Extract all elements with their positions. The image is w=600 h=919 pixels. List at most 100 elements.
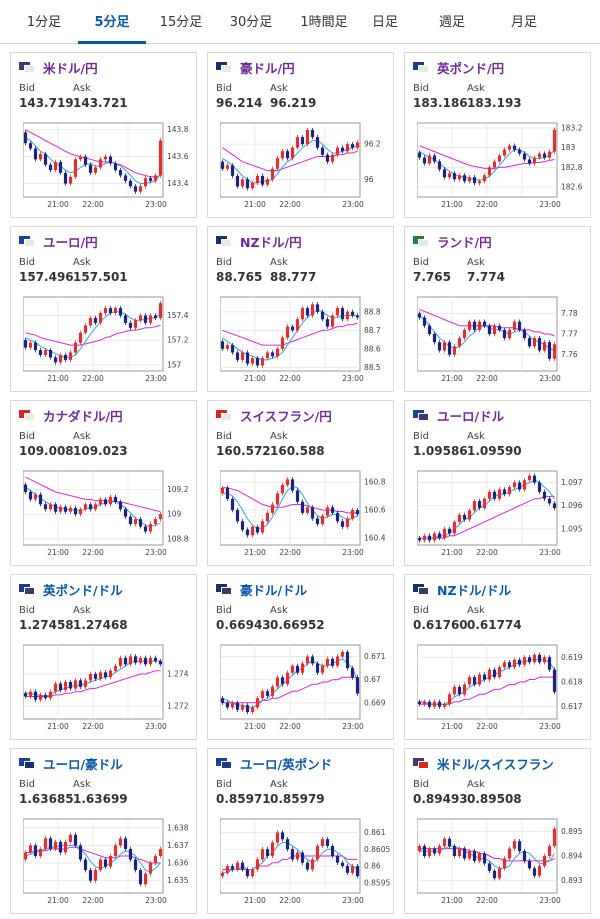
rate-card[interactable]: ユーロ/英ポンド Bid Ask 0.85971 0.85979 0.8595 0.86 0.… bbox=[207, 748, 394, 914]
candlestick-chart[interactable]: 0.8595 0.86 0.8605 0.861 21:00 22:00 23:00 bbox=[220, 817, 390, 909]
bid-value: 1.09586 bbox=[413, 444, 468, 458]
pair-name[interactable]: ユーロ/ドル bbox=[437, 408, 505, 424]
tab-5min[interactable]: 5分足 bbox=[78, 0, 146, 44]
pair-name[interactable]: 豪ドル/円 bbox=[240, 60, 295, 76]
pair-header[interactable]: ユーロ/英ポンド bbox=[216, 754, 332, 772]
tab-30min[interactable]: 30分足 bbox=[229, 15, 273, 30]
pair-header[interactable]: 米ドル/円 bbox=[19, 58, 98, 76]
tab-15min[interactable]: 15分足 bbox=[159, 15, 203, 30]
candlestick-chart[interactable]: 0.669 0.67 0.671 21:00 22:00 23:00 bbox=[220, 643, 390, 735]
pair-name[interactable]: 米ドル/スイスフラン bbox=[437, 756, 554, 772]
pair-name[interactable]: ユーロ/英ポンド bbox=[240, 756, 333, 772]
candlestick-chart[interactable]: 96 96.2 21:00 22:00 23:00 bbox=[220, 121, 390, 213]
candle-body bbox=[63, 506, 68, 512]
candle-body bbox=[235, 175, 240, 187]
tab-weekly[interactable]: 週足 bbox=[438, 15, 465, 30]
x-tick-label: 22:00 bbox=[476, 200, 498, 209]
candle-body bbox=[335, 856, 340, 863]
rate-card[interactable]: カナダドル/円 Bid Ask 109.008 109.023 108.8 109 109.2… bbox=[10, 400, 197, 566]
candle-body bbox=[345, 144, 350, 152]
candlestick-chart[interactable]: 88.5 88.6 88.7 88.8 21:00 22:00 23:00 bbox=[220, 295, 390, 387]
candle-body bbox=[355, 510, 360, 515]
pair-header[interactable]: 英ポンド/ドル bbox=[19, 580, 123, 598]
candle-body bbox=[225, 165, 230, 169]
pair-name[interactable]: 英ポンド/ドル bbox=[43, 582, 123, 598]
pair-name[interactable]: ユーロ/豪ドル bbox=[43, 756, 123, 772]
candlestick-chart[interactable]: 0.617 0.618 0.619 21:00 22:00 23:00 bbox=[417, 643, 587, 735]
candle-body bbox=[265, 512, 270, 522]
rate-card[interactable]: 豪ドル/ドル Bid Ask 0.66943 0.66952 0.669 0.67 0.671… bbox=[207, 574, 394, 740]
pair-name[interactable]: 英ポンド/円 bbox=[437, 60, 505, 76]
pair-name[interactable]: 米ドル/円 bbox=[43, 60, 98, 76]
pair-header[interactable]: 英ポンド/円 bbox=[413, 58, 504, 76]
bid-label: Bid bbox=[19, 257, 35, 268]
candlestick-chart[interactable]: 0.893 0.894 0.895 21:00 22:00 23:00 bbox=[417, 817, 587, 909]
rate-card[interactable]: 米ドル/円 Bid Ask 143.719 143.721 143.4 143.6 143.8… bbox=[10, 52, 197, 218]
pair-header[interactable]: 豪ドル/ドル bbox=[216, 580, 307, 598]
rate-card[interactable]: ユーロ/豪ドル Bid Ask 1.63685 1.63699 1.635 1.636 1.6… bbox=[10, 748, 197, 914]
candle-body bbox=[310, 304, 315, 316]
rate-card[interactable]: ユーロ/円 Bid Ask 157.496 157.501 157 157.2 157.4 21… bbox=[10, 226, 197, 392]
rate-card[interactable]: 豪ドル/円 Bid Ask 96.214 96.219 96 96.2 21:00 22:00 2… bbox=[207, 52, 394, 218]
candle-body bbox=[255, 526, 260, 533]
candlestick-chart[interactable]: 157 157.2 157.4 21:00 22:00 23:00 bbox=[23, 295, 193, 387]
pair-name[interactable]: NZドル/円 bbox=[240, 234, 302, 250]
rate-card[interactable]: NZドル/ドル Bid Ask 0.61760 0.61774 0.617 0.618 0.6… bbox=[404, 574, 591, 740]
pair-header[interactable]: スイスフラン/円 bbox=[216, 406, 332, 424]
candlestick-chart[interactable]: 160.4 160.6 160.8 21:00 22:00 23:00 bbox=[220, 469, 390, 561]
candle-body bbox=[280, 337, 285, 349]
moving-average-long bbox=[222, 487, 358, 514]
pair-header[interactable]: カナダドル/円 bbox=[19, 406, 123, 424]
candle-body bbox=[477, 853, 482, 861]
ask-label: Ask bbox=[270, 83, 288, 94]
rate-card[interactable]: スイスフラン/円 Bid Ask 160.572 160.588 160.4 160.6 16… bbox=[207, 400, 394, 566]
tab-1hour[interactable]: 1時間足 bbox=[300, 15, 348, 30]
pair-name[interactable]: 豪ドル/ドル bbox=[240, 582, 308, 598]
candle-body bbox=[552, 344, 557, 359]
tab-daily[interactable]: 日足 bbox=[371, 15, 398, 30]
rate-card[interactable]: 英ポンド/円 Bid Ask 183.186 183.193 182.6 182.8 183 1… bbox=[404, 52, 591, 218]
pair-name[interactable]: NZドル/ドル bbox=[437, 582, 512, 598]
rate-card[interactable]: 米ドル/スイスフラン Bid Ask 0.89493 0.89508 0.893 0.894… bbox=[404, 748, 591, 914]
pair-name[interactable]: スイスフラン/円 bbox=[240, 408, 332, 424]
candlestick-chart[interactable]: 1.635 1.636 1.637 1.638 21:00 22:00 23:00 bbox=[23, 817, 193, 909]
bid-value: 0.85971 bbox=[216, 792, 271, 806]
rate-card[interactable]: NZドル/円 Bid Ask 88.765 88.777 88.5 88.6 88.7 88.8… bbox=[207, 226, 394, 392]
rate-card[interactable]: ランド/円 Bid Ask 7.765 7.774 7.76 7.77 7.78 21:00 22… bbox=[404, 226, 591, 392]
candle-body bbox=[537, 654, 542, 663]
candle-body bbox=[143, 526, 148, 532]
pair-header[interactable]: NZドル/ドル bbox=[413, 580, 511, 598]
ask-value: 143.721 bbox=[73, 96, 128, 110]
quote-flag-icon bbox=[221, 413, 232, 421]
candlestick-chart[interactable]: 143.4 143.6 143.8 21:00 22:00 23:00 bbox=[23, 121, 193, 213]
moving-average-short bbox=[419, 149, 555, 181]
y-tick-label: 157.2 bbox=[167, 336, 189, 345]
bid-value: 183.186 bbox=[413, 96, 468, 110]
candle-body bbox=[512, 482, 517, 488]
rate-card[interactable]: ユーロ/ドル Bid Ask 1.09586 1.09590 1.095 1.096 1.09… bbox=[404, 400, 591, 566]
candlestick-chart[interactable]: 1.095 1.096 1.097 21:00 22:00 23:00 bbox=[417, 469, 587, 561]
candle-body bbox=[88, 317, 93, 326]
rate-card[interactable]: 英ポンド/ドル Bid Ask 1.27458 1.27468 1.272 1.274 21:… bbox=[10, 574, 197, 740]
candle-body bbox=[340, 521, 345, 527]
candlestick-chart[interactable]: 1.272 1.274 21:00 22:00 23:00 bbox=[23, 643, 193, 735]
pair-header[interactable]: NZドル/円 bbox=[216, 232, 302, 250]
candlestick-chart[interactable]: 182.6 182.8 183 183.2 21:00 22:00 23:00 bbox=[417, 121, 587, 213]
pair-name[interactable]: ランド/円 bbox=[437, 234, 492, 250]
candle-body bbox=[417, 313, 422, 318]
candle-body bbox=[522, 480, 527, 490]
pair-name[interactable]: カナダドル/円 bbox=[43, 408, 123, 424]
pair-header[interactable]: ランド/円 bbox=[413, 232, 492, 250]
pair-name[interactable]: ユーロ/円 bbox=[43, 234, 98, 250]
pair-header[interactable]: 豪ドル/円 bbox=[216, 58, 295, 76]
pair-header[interactable]: ユーロ/豪ドル bbox=[19, 754, 123, 772]
tab-1min[interactable]: 1分足 bbox=[26, 15, 62, 30]
candlestick-chart[interactable]: 7.76 7.77 7.78 21:00 22:00 23:00 bbox=[417, 295, 587, 387]
candlestick-chart[interactable]: 108.8 109 109.2 21:00 22:00 23:00 bbox=[23, 469, 193, 561]
tab-monthly[interactable]: 月足 bbox=[510, 15, 537, 30]
pair-header[interactable]: 米ドル/スイスフラン bbox=[413, 754, 554, 772]
pair-header[interactable]: ユーロ/ドル bbox=[413, 406, 504, 424]
y-tick-label: 0.669 bbox=[364, 698, 386, 707]
pair-header[interactable]: ユーロ/円 bbox=[19, 232, 98, 250]
x-tick-label: 21:00 bbox=[47, 200, 69, 209]
